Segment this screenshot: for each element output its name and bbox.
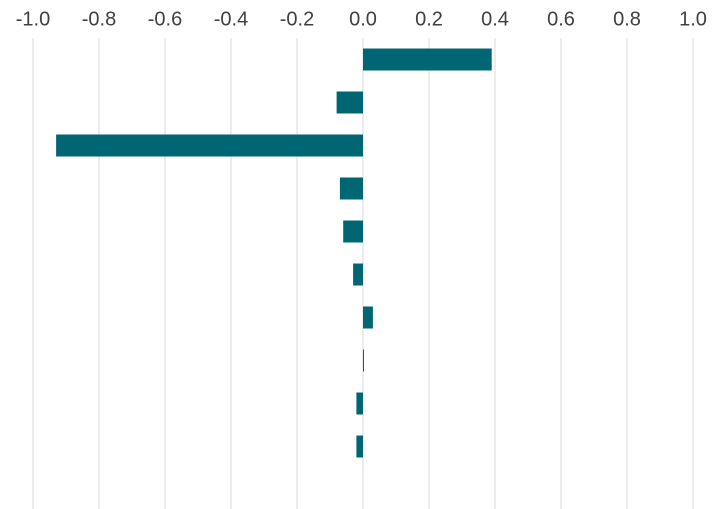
bar (363, 306, 373, 329)
x-tick-label: -0.8 (82, 8, 116, 30)
x-tick-label: -1.0 (16, 8, 50, 30)
bar (353, 263, 363, 286)
x-tick-label: 0.4 (481, 8, 509, 30)
bar (363, 48, 492, 71)
bar (363, 349, 364, 372)
x-tick-label: 0.2 (415, 8, 443, 30)
x-tick-label: -0.6 (148, 8, 182, 30)
x-tick-label: -0.2 (280, 8, 314, 30)
bar (336, 91, 363, 114)
x-tick-label: -0.4 (214, 8, 248, 30)
bar (56, 134, 363, 157)
x-tick-label: 0.0 (349, 8, 377, 30)
bar (356, 392, 363, 415)
x-tick-label: 0.6 (547, 8, 575, 30)
bar (356, 435, 363, 458)
x-tick-label: 1.0 (679, 8, 707, 30)
bar (339, 177, 363, 200)
bar (343, 220, 363, 243)
x-tick-label: 0.8 (613, 8, 641, 30)
